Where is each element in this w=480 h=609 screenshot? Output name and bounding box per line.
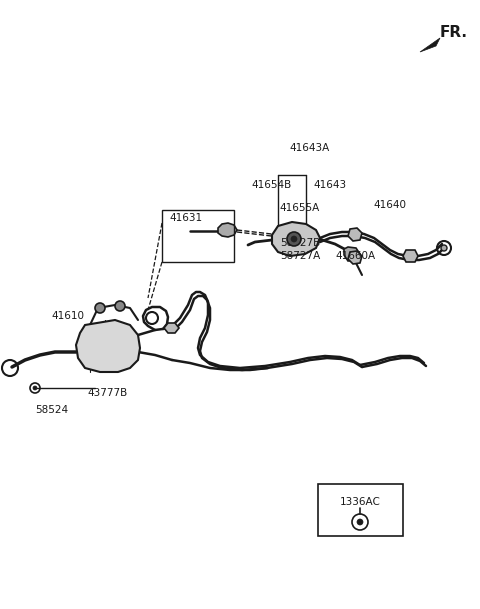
Circle shape [287,232,301,246]
Polygon shape [403,250,418,262]
Circle shape [291,236,297,242]
Text: 41610: 41610 [51,311,84,321]
Polygon shape [164,323,179,333]
Bar [318,484,403,536]
Circle shape [95,303,105,313]
Text: 41654B: 41654B [252,180,292,190]
Polygon shape [76,320,140,372]
Polygon shape [272,222,320,256]
Text: 43777B: 43777B [88,388,128,398]
Text: 58727A: 58727A [280,251,320,261]
Circle shape [115,301,125,311]
Text: 1336AC: 1336AC [339,497,381,507]
Polygon shape [218,223,237,237]
Text: 58524: 58524 [36,405,69,415]
Polygon shape [420,38,440,52]
Text: FR.: FR. [440,25,468,40]
Polygon shape [348,251,362,264]
Text: 41643A: 41643A [290,143,330,153]
Text: 41640: 41640 [373,200,407,210]
Text: 41660A: 41660A [335,251,375,261]
Circle shape [357,519,363,525]
Bar [162,210,234,262]
Text: 41643: 41643 [313,180,347,190]
Circle shape [441,245,447,251]
Circle shape [33,386,37,390]
Polygon shape [348,228,362,241]
Text: 41631: 41631 [169,213,203,223]
Text: 41655A: 41655A [280,203,320,213]
Text: 58727B: 58727B [280,238,320,248]
Polygon shape [344,247,360,261]
